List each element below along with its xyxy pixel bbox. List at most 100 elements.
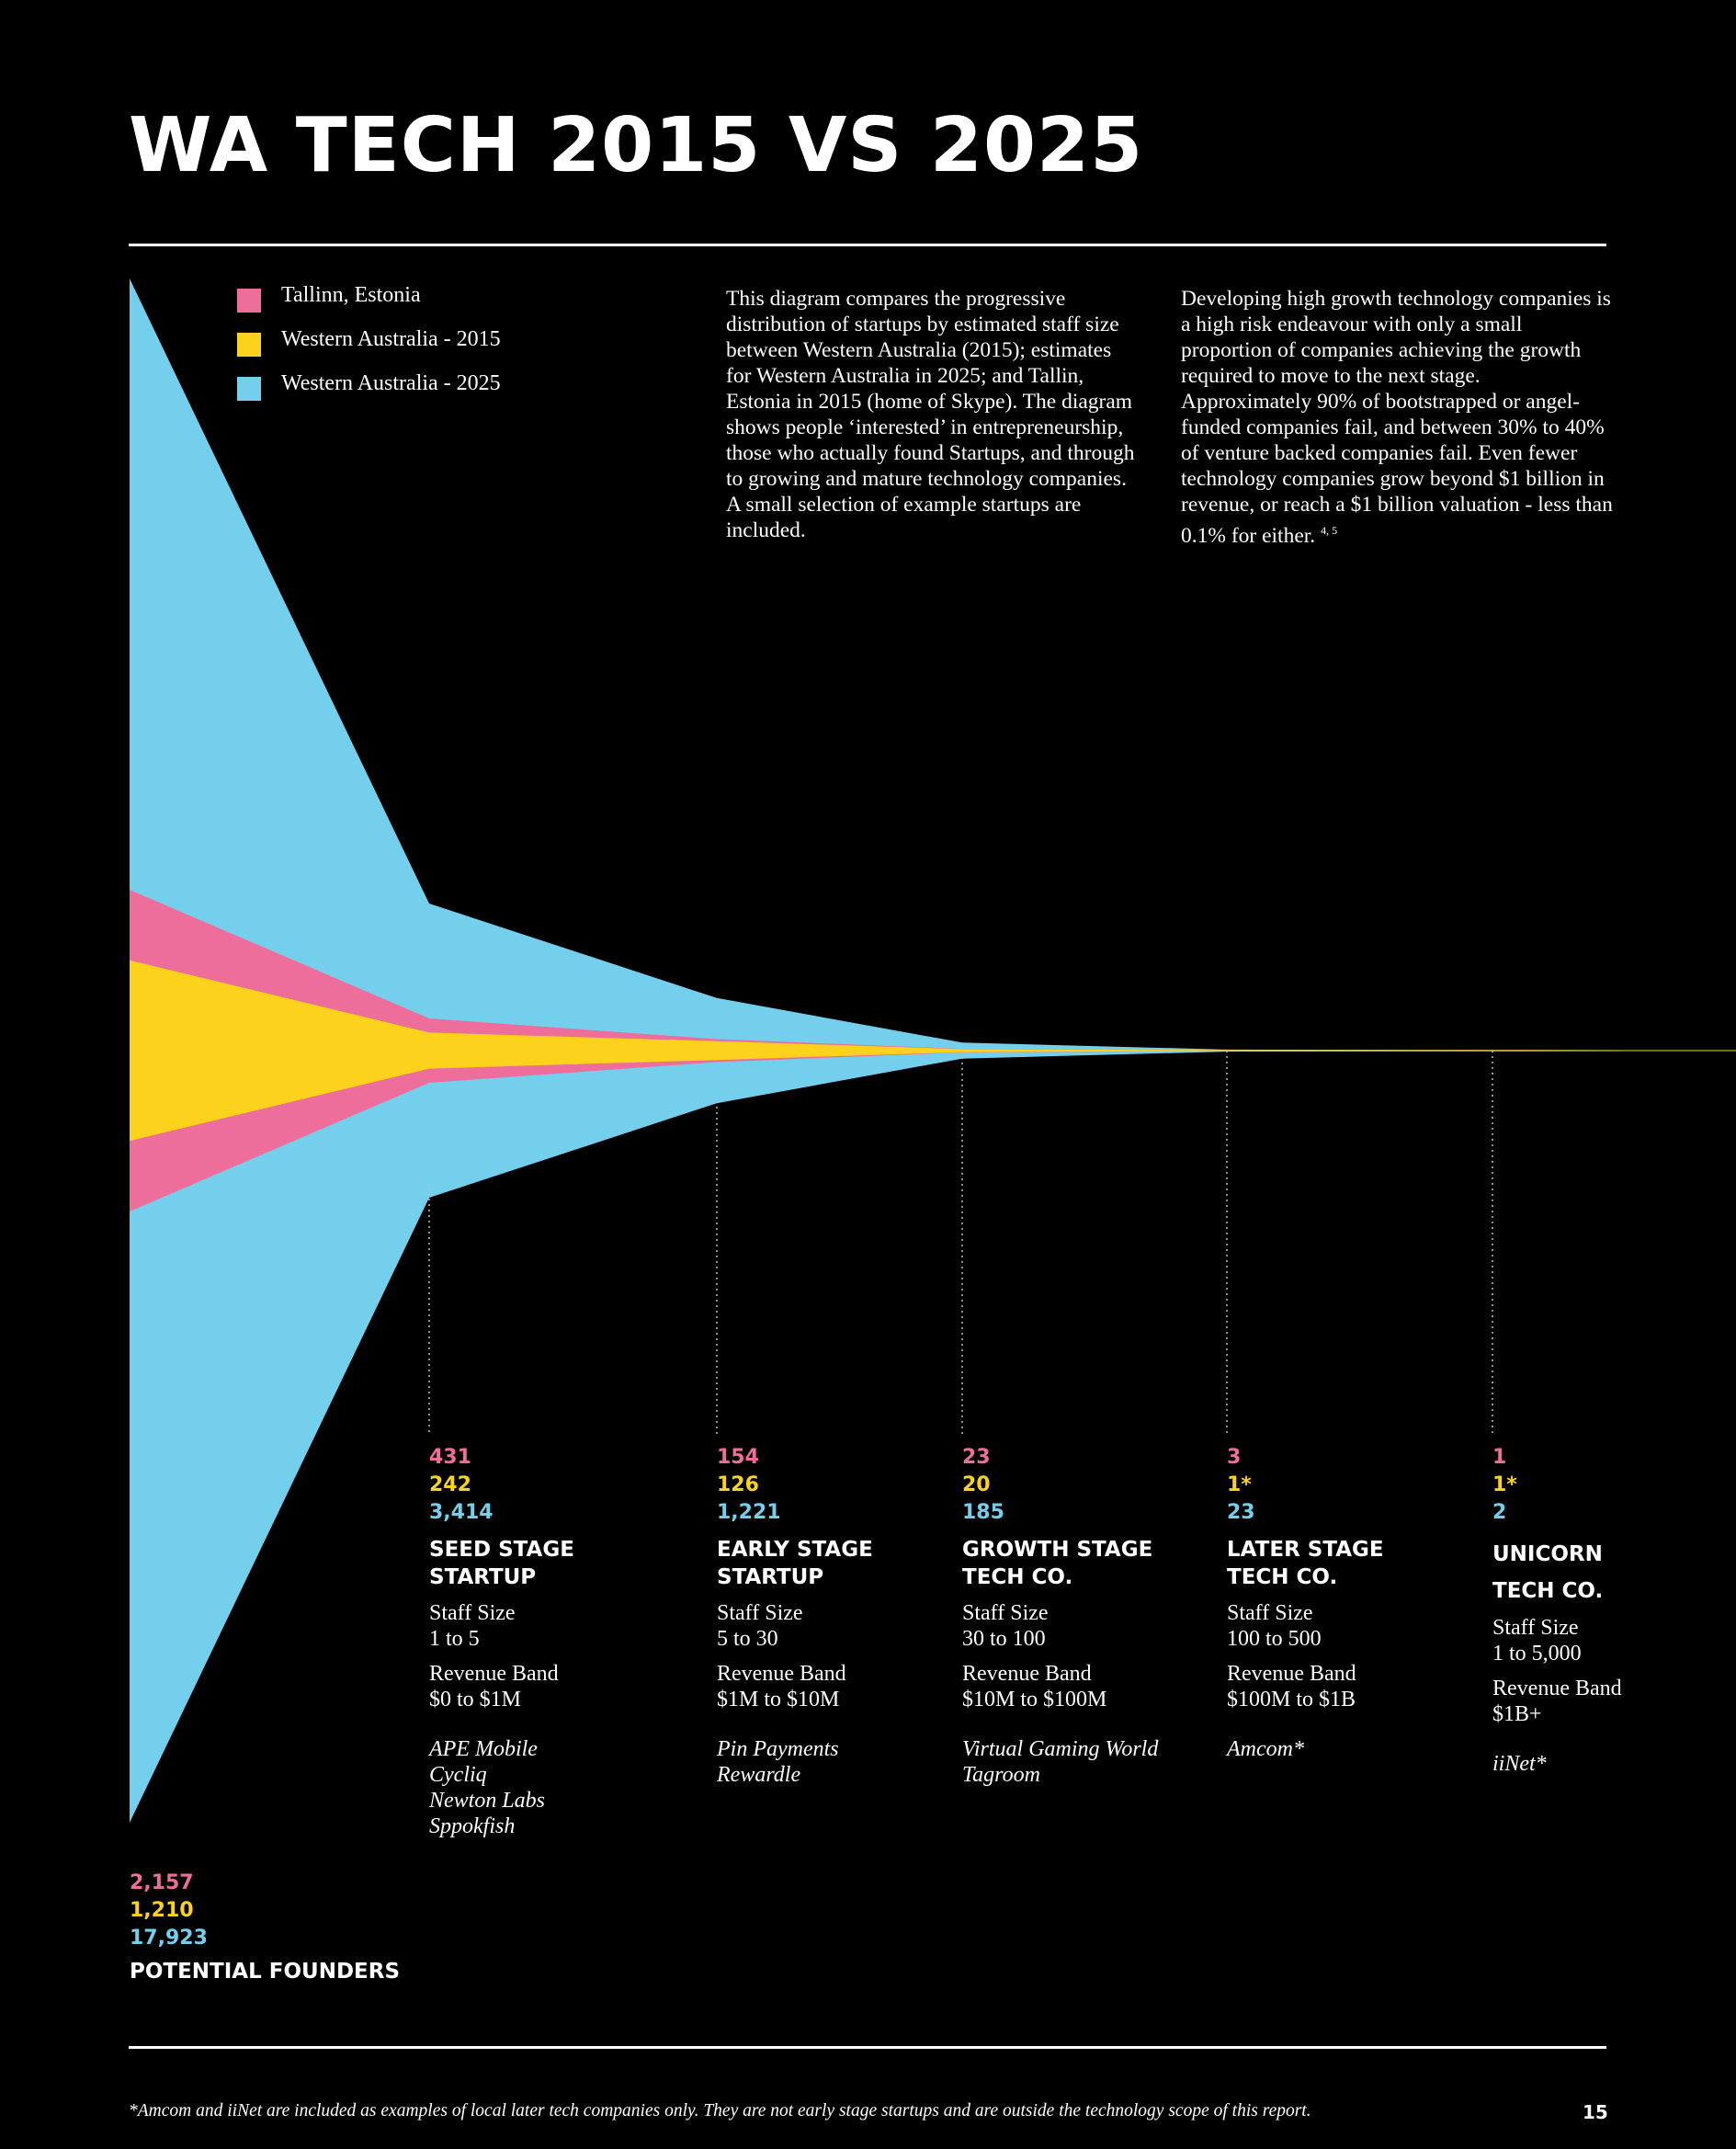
seed-title-line-1: SEED STAGE: [429, 1538, 574, 1562]
seed-staff-value: 1 to 5: [429, 1627, 480, 1651]
early-title-line-1: EARLY STAGE: [717, 1538, 873, 1562]
intro-paragraph-2: Developing high growth technology compan…: [1181, 286, 1613, 549]
seed-example-2: Cycliq: [429, 1763, 487, 1787]
early-staff-label: Staff Size: [717, 1601, 803, 1625]
early-revenue-value: $1M to $10M: [717, 1688, 840, 1711]
unicorn-revenue-value: $1B+: [1492, 1702, 1542, 1726]
later-revenue-label: Revenue Band: [1227, 1662, 1356, 1686]
stage-early: 154 126 1,221 EARLY STAGE STARTUP Staff …: [717, 1444, 873, 1788]
series-wa-2015-area: [130, 960, 1736, 1142]
early-stats: 154 126 1,221: [717, 1444, 873, 1527]
growth-staff: Staff Size 30 to 100: [962, 1600, 1158, 1652]
growth-staff-value: 30 to 100: [962, 1627, 1046, 1651]
seed-title: SEED STAGE STARTUP: [429, 1536, 574, 1591]
growth-wa2025-value: 185: [962, 1501, 1004, 1524]
page-number: 15: [1583, 2101, 1608, 2123]
later-wa2025-value: 23: [1227, 1501, 1255, 1524]
seed-examples: APE Mobile Cycliq Newton Labs Sppokfish: [429, 1736, 574, 1839]
growth-wa2015-value: 20: [962, 1473, 991, 1496]
founders-stats: 2,157 1,210 17,923: [130, 1870, 208, 1952]
seed-staff-label: Staff Size: [429, 1601, 516, 1625]
unicorn-staff-label: Staff Size: [1492, 1616, 1579, 1640]
later-revenue: Revenue Band $100M to $1B: [1227, 1661, 1384, 1712]
legend-swatch-tallinn: [237, 289, 261, 313]
intro-paragraph-2-text: Developing high growth technology compan…: [1181, 287, 1613, 548]
early-example-2: Rewardle: [717, 1763, 801, 1787]
later-title-line-1: LATER STAGE: [1227, 1538, 1384, 1562]
early-staff-value: 5 to 30: [717, 1627, 778, 1651]
growth-staff-label: Staff Size: [962, 1601, 1049, 1625]
stage-unicorn: 1 1* 2 UNICORN TECH CO. Staff Size 1 to …: [1492, 1444, 1622, 1777]
early-staff: Staff Size 5 to 30: [717, 1600, 873, 1652]
unicorn-wa2015-value: 1*: [1492, 1473, 1517, 1496]
later-wa2015-value: 1*: [1227, 1473, 1252, 1496]
early-wa2025-value: 1,221: [717, 1501, 781, 1524]
early-revenue: Revenue Band $1M to $10M: [717, 1661, 873, 1712]
early-wa2015-value: 126: [717, 1473, 759, 1496]
unicorn-title: UNICORN TECH CO.: [1492, 1536, 1622, 1609]
stage-growth: 23 20 185 GROWTH STAGE TECH CO. Staff Si…: [962, 1444, 1158, 1788]
page-title: WA TECH 2015 VS 2025: [129, 102, 1144, 189]
unicorn-revenue-label: Revenue Band: [1492, 1677, 1622, 1700]
stage-seed: 431 242 3,414 SEED STAGE STARTUP Staff S…: [429, 1444, 574, 1839]
early-tallinn-value: 154: [717, 1446, 759, 1469]
founders-wa2025-value: 17,923: [130, 1927, 208, 1950]
unicorn-stats: 1 1* 2: [1492, 1444, 1622, 1527]
unicorn-examples: iiNet*: [1492, 1751, 1622, 1777]
legend-label-wa-2025: Western Australia - 2025: [281, 371, 501, 395]
later-title-line-2: TECH CO.: [1227, 1565, 1338, 1589]
founders-tallinn-value: 2,157: [130, 1871, 194, 1894]
unicorn-title-line-2: TECH CO.: [1492, 1579, 1604, 1603]
unicorn-wa2025-value: 2: [1492, 1501, 1507, 1524]
intro-paragraph-1: This diagram compares the progressive di…: [726, 287, 1135, 542]
legend-swatch-wa-2015: [237, 333, 261, 357]
later-examples: Amcom*: [1227, 1736, 1384, 1762]
legend-label-wa-2015: Western Australia - 2015: [281, 327, 501, 351]
seed-staff: Staff Size 1 to 5: [429, 1600, 574, 1652]
later-revenue-value: $100M to $1B: [1227, 1688, 1356, 1711]
early-examples: Pin Payments Rewardle: [717, 1736, 873, 1788]
seed-wa2015-value: 242: [429, 1473, 471, 1496]
growth-revenue: Revenue Band $10M to $100M: [962, 1661, 1158, 1712]
unicorn-revenue: Revenue Band $1B+: [1492, 1676, 1622, 1727]
stage-later: 3 1* 23 LATER STAGE TECH CO. Staff Size …: [1227, 1444, 1384, 1762]
legend-swatch-wa-2025: [237, 377, 261, 401]
footnote: *Amcom and iiNet are included as example…: [129, 2101, 1311, 2121]
growth-revenue-value: $10M to $100M: [962, 1688, 1107, 1711]
unicorn-tallinn-value: 1: [1492, 1446, 1507, 1469]
growth-example-1: Virtual Gaming World: [962, 1737, 1159, 1761]
seed-title-line-2: STARTUP: [429, 1565, 537, 1589]
seed-stats: 431 242 3,414: [429, 1444, 574, 1527]
growth-title: GROWTH STAGE TECH CO.: [962, 1536, 1158, 1591]
seed-example-3: Newton Labs: [429, 1789, 546, 1813]
seed-tallinn-value: 431: [429, 1446, 471, 1469]
growth-stats: 23 20 185: [962, 1444, 1158, 1527]
unicorn-staff-value: 1 to 5,000: [1492, 1642, 1582, 1666]
founders-wa2015-value: 1,210: [130, 1899, 194, 1922]
intro-paragraph-2-ref: 4, 5: [1321, 524, 1338, 537]
unicorn-title-line-1: UNICORN: [1492, 1542, 1603, 1566]
early-title: EARLY STAGE STARTUP: [717, 1536, 873, 1591]
seed-revenue-label: Revenue Band: [429, 1662, 559, 1686]
early-title-line-2: STARTUP: [717, 1565, 824, 1589]
later-staff-value: 100 to 500: [1227, 1627, 1322, 1651]
growth-revenue-label: Revenue Band: [962, 1662, 1092, 1686]
growth-example-2: Tagroom: [962, 1763, 1040, 1787]
later-staff: Staff Size 100 to 500: [1227, 1600, 1384, 1652]
growth-title-line-2: TECH CO.: [962, 1565, 1073, 1589]
top-divider: [129, 244, 1606, 246]
later-example-1: Amcom*: [1227, 1737, 1304, 1761]
founders-title: POTENTIAL FOUNDERS: [130, 1960, 401, 1984]
seed-revenue-value: $0 to $1M: [429, 1688, 522, 1711]
legend-label-tallinn: Tallinn, Estonia: [281, 283, 421, 307]
growth-title-line-1: GROWTH STAGE: [962, 1538, 1153, 1562]
later-tallinn-value: 3: [1227, 1446, 1242, 1469]
early-example-1: Pin Payments: [717, 1737, 839, 1761]
unicorn-example-1: iiNet*: [1492, 1752, 1547, 1776]
seed-revenue: Revenue Band $0 to $1M: [429, 1661, 574, 1712]
later-title: LATER STAGE TECH CO.: [1227, 1536, 1384, 1591]
growth-tallinn-value: 23: [962, 1446, 991, 1469]
seed-example-1: APE Mobile: [429, 1737, 538, 1761]
unicorn-staff: Staff Size 1 to 5,000: [1492, 1615, 1622, 1666]
